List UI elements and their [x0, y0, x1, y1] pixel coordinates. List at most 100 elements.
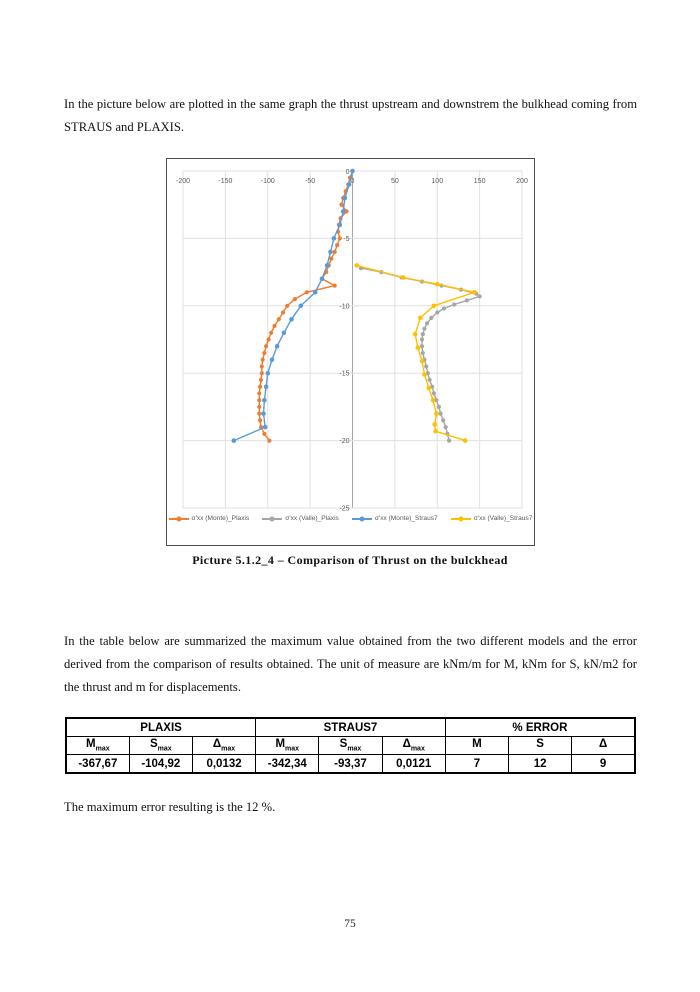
series-3-line [356, 264, 478, 442]
series-0-marker [259, 364, 264, 369]
results-table: PLAXIS STRAUS7 % ERROR Mmax Smax Δmax Mm… [65, 717, 636, 774]
series-3-marker [472, 290, 477, 295]
series-3-marker [431, 303, 437, 309]
series-1-marker [447, 438, 452, 443]
series-3-marker [422, 372, 427, 377]
series-1-marker [477, 294, 482, 299]
series-1-marker [419, 344, 425, 349]
y-tick-label: -10 [339, 303, 349, 310]
series-2-marker [269, 357, 275, 362]
series-0-marker [257, 398, 262, 403]
value-cell: 7 [444, 754, 510, 774]
series-2-marker [340, 209, 346, 214]
col-header: Mmax [255, 736, 320, 755]
summary-paragraph: In the table below are summarized the ma… [64, 633, 637, 694]
x-tick-label: 150 [474, 178, 486, 185]
series-2-marker [298, 303, 304, 309]
col-header: Δmax [191, 736, 257, 755]
series-3-marker [432, 422, 438, 427]
series-0-marker [335, 243, 340, 248]
section-header-straus7: STRAUS7 [255, 717, 446, 737]
series-1-marker [431, 391, 436, 396]
series-0-marker [285, 303, 290, 308]
series-0-marker [292, 297, 297, 302]
legend-marker-icon [351, 516, 372, 521]
series-3-marker [419, 358, 425, 364]
series-0-marker [269, 330, 274, 335]
thrust-comparison-chart: -200 -150 -100 -50 0 50 100 150 200 0 -5 -10 -15 -20 -… [166, 158, 535, 546]
series-1-marker [420, 332, 425, 337]
x-tick-label: -150 [218, 178, 232, 185]
col-header: M [444, 736, 510, 755]
table-section-header-row: PLAXIS STRAUS7 % ERROR [65, 717, 636, 737]
figure-caption: Picture 5.1.2_4 – Comparison of Thrust o… [192, 553, 508, 567]
series-0-marker [257, 391, 262, 396]
series-2 [231, 168, 355, 443]
series-0-marker [262, 431, 267, 436]
legend-item-3: σ'xx (Valle)_Straus7 [450, 515, 533, 522]
series-3-marker [401, 275, 406, 280]
series-2-marker [274, 343, 280, 349]
col-header: Smax [128, 736, 193, 755]
series-3-marker [354, 263, 359, 268]
gridlines [182, 170, 523, 509]
series-2-marker [262, 397, 267, 403]
legend-label: σ'xx (Monte)_Straus7 [374, 515, 438, 522]
col-header: Δ [571, 736, 636, 755]
series-2-marker [337, 222, 343, 228]
value-cell: -104,92 [128, 754, 193, 774]
series-1-marker [434, 398, 439, 403]
series-0-marker [266, 337, 271, 342]
y-tick-label: -25 [339, 506, 349, 513]
x-tick-label: -200 [176, 178, 190, 185]
value-cell: 9 [571, 754, 636, 774]
series-1-marker [424, 364, 429, 369]
legend-marker-icon [262, 516, 283, 521]
series-0-marker [257, 404, 262, 409]
series-0-marker [276, 317, 281, 322]
series-3-marker [434, 411, 439, 416]
series-0-marker [339, 202, 344, 207]
series-3-marker [435, 281, 440, 287]
series-0-marker [332, 249, 337, 254]
series-2-marker [324, 263, 330, 268]
series-0-marker [280, 310, 286, 315]
series-2-marker [342, 195, 348, 201]
value-cell: 0,0121 [381, 754, 446, 774]
value-cell: 0,0132 [191, 754, 257, 774]
series-0-marker [272, 323, 277, 329]
series-0-marker [332, 283, 337, 288]
series-2-marker [262, 424, 268, 430]
series-1-marker [452, 302, 457, 307]
legend-label: σ'xx (Monte)_Plaxis [191, 515, 250, 522]
legend-marker-icon [450, 516, 471, 521]
series-2-marker [319, 276, 325, 282]
series-2-marker [263, 384, 269, 389]
col-header: Δmax [381, 736, 446, 755]
y-tick-label: -15 [339, 371, 349, 378]
series-2-marker [261, 411, 266, 416]
series-3-marker [430, 397, 436, 403]
series-0-marker [337, 236, 342, 241]
section-header-plaxis: PLAXIS [65, 717, 257, 737]
series-0-marker [258, 377, 264, 382]
series-1-marker [435, 310, 440, 315]
legend-label: σ'xx (Valle)_Straus7 [473, 515, 533, 522]
series-3-marker [462, 438, 468, 443]
legend-label: σ'xx (Valle)_Plaxis [285, 515, 339, 522]
series-0-marker [260, 357, 265, 362]
series-2-marker [312, 290, 318, 295]
series-3 [354, 263, 478, 443]
series-3-marker [415, 345, 421, 350]
series-1-marker [441, 306, 447, 311]
series-2-marker [289, 317, 294, 322]
series-1-marker [427, 377, 432, 382]
series-3-marker [426, 385, 432, 391]
series-2-marker [328, 249, 333, 255]
series-0-marker [304, 290, 309, 295]
legend-item-1: σ'xx (Valle)_Plaxis [262, 515, 339, 522]
col-header: Mmax [65, 736, 130, 755]
value-cell: -93,37 [318, 754, 383, 774]
series-0-marker [262, 350, 267, 356]
